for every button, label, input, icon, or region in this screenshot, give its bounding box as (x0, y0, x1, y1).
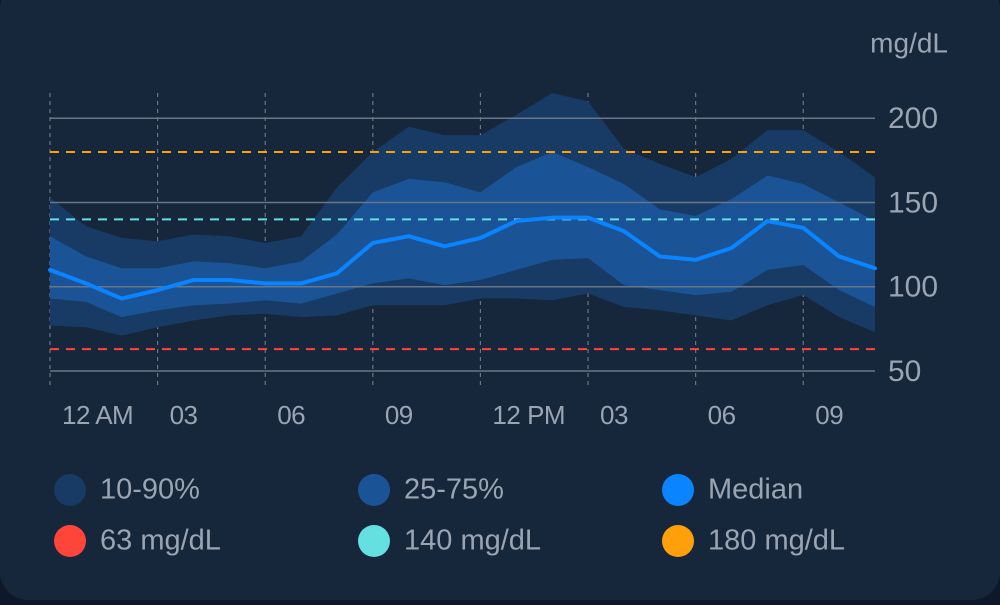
legend-swatch (662, 525, 694, 557)
x-tick-label: 12 PM (492, 400, 565, 430)
y-tick-label: 150 (888, 186, 938, 219)
legend-swatch (662, 474, 694, 506)
x-tick-label: 06 (708, 400, 736, 430)
legend-label: 25-75% (404, 474, 504, 506)
legend-swatch (358, 474, 390, 506)
x-tick-label: 03 (600, 400, 628, 430)
legend-label: 180 mg/dL (708, 525, 845, 557)
x-tick-label: 09 (385, 400, 413, 430)
legend-swatch (54, 474, 86, 506)
y-tick-label: 200 (888, 102, 938, 135)
median-line (48, 215, 877, 301)
x-tick-label: 09 (815, 400, 843, 430)
legend-label: 140 mg/dL (404, 525, 541, 557)
legend-swatch (54, 525, 86, 557)
x-tick-label: 12 AM (62, 400, 133, 430)
y-tick-label: 100 (888, 271, 938, 304)
x-tick-label: 03 (170, 400, 198, 430)
legend-label: Median (708, 474, 803, 506)
legend-label: 10-90% (100, 474, 200, 506)
x-tick-label: 06 (277, 400, 305, 430)
y-axis-label: mg/dL (870, 27, 948, 58)
legend-swatch (358, 525, 390, 557)
y-tick-label: 50 (888, 355, 921, 388)
legend-label: 63 mg/dL (100, 525, 221, 557)
percentile-band (50, 151, 875, 318)
